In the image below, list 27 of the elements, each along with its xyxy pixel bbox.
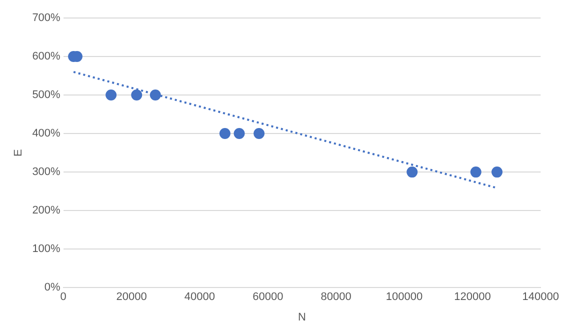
point bbox=[470, 166, 482, 178]
point bbox=[254, 128, 265, 140]
x-axis-title: N bbox=[298, 311, 306, 324]
y-tick-label: 100% bbox=[32, 243, 61, 256]
y-tick-label: 300% bbox=[32, 166, 61, 178]
x-tick-label: 120000 bbox=[454, 291, 491, 304]
x-tick-label: 20000 bbox=[116, 291, 147, 304]
y-tick-label: 400% bbox=[32, 128, 61, 140]
x-tick-label: 140000 bbox=[522, 291, 560, 304]
point bbox=[219, 128, 230, 140]
x-tick-label: 40000 bbox=[184, 291, 216, 304]
point bbox=[234, 128, 245, 140]
point bbox=[106, 90, 117, 101]
point bbox=[150, 90, 161, 101]
x-tick-label: 0 bbox=[60, 291, 66, 304]
y-tick-label: 0% bbox=[44, 282, 61, 294]
x-tick-label: 100000 bbox=[386, 291, 423, 304]
y-axis-title: E bbox=[12, 149, 25, 156]
y-tick-label: 700% bbox=[32, 12, 61, 24]
y-tick-label: 500% bbox=[32, 89, 61, 102]
point bbox=[406, 166, 418, 178]
x-tick-label: 80000 bbox=[320, 291, 352, 304]
y-tick-label: 600% bbox=[32, 50, 61, 63]
x-tick-label: 60000 bbox=[252, 291, 284, 304]
point bbox=[492, 166, 503, 178]
point bbox=[131, 90, 142, 101]
y-tick-label: 200% bbox=[32, 204, 61, 217]
